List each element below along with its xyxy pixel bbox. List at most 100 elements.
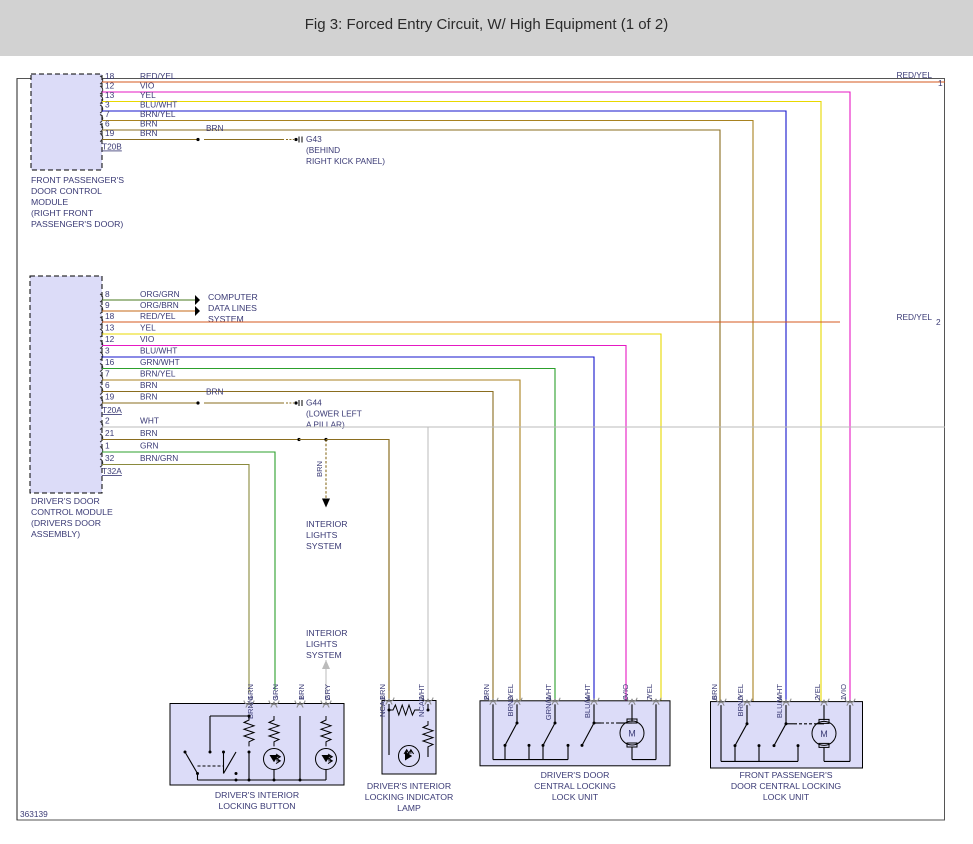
svg-text:BRN/YEL: BRN/YEL [140,109,176,119]
svg-text:2: 2 [417,696,426,700]
svg-text:12: 12 [105,81,115,91]
svg-text:LIGHTS: LIGHTS [306,639,338,649]
svg-text:18: 18 [105,71,115,81]
svg-text:RED/YEL: RED/YEL [140,71,176,81]
svg-text:1: 1 [105,441,110,451]
svg-text:LOCK UNIT: LOCK UNIT [552,792,599,802]
svg-text:GRN/WHT: GRN/WHT [544,684,553,721]
svg-text:(LOWER LEFT: (LOWER LEFT [306,409,362,419]
svg-text:BRN: BRN [140,428,158,438]
svg-text:BRN/YEL: BRN/YEL [140,369,176,379]
svg-text:(BEHIND: (BEHIND [306,145,340,155]
svg-text:NCA: NCA [417,700,426,717]
svg-text:32: 32 [105,453,115,463]
svg-text:7: 7 [645,696,654,700]
svg-text:DRIVER'S INTERIOR: DRIVER'S INTERIOR [215,790,299,800]
svg-text:YEL: YEL [140,323,156,333]
svg-text:DATA LINES: DATA LINES [208,303,257,313]
svg-text:T32A: T32A [102,466,122,476]
svg-text:DOOR CONTROL: DOOR CONTROL [31,186,102,196]
svg-text:21: 21 [105,428,115,438]
svg-text:G43: G43 [306,134,322,144]
svg-text:2: 2 [813,696,822,700]
svg-text:ORG/GRN: ORG/GRN [140,289,180,299]
svg-text:LIGHTS: LIGHTS [306,530,338,540]
svg-text:3: 3 [271,696,280,700]
svg-text:DOOR CENTRAL LOCKING: DOOR CENTRAL LOCKING [731,781,841,791]
svg-text:LOCK UNIT: LOCK UNIT [763,792,810,802]
svg-text:1: 1 [544,696,553,700]
svg-text:BRN: BRN [140,380,158,390]
svg-text:BRN: BRN [206,123,224,133]
svg-text:T20A: T20A [102,405,122,415]
svg-text:2: 2 [482,696,491,700]
svg-text:M: M [628,729,636,739]
svg-text:FRONT PASSENGER'S: FRONT PASSENGER'S [739,770,832,780]
svg-text:GRN: GRN [140,441,158,451]
svg-text:BRN: BRN [206,387,224,397]
svg-text:13: 13 [105,90,115,100]
svg-text:7: 7 [105,109,110,119]
svg-text:CONTROL MODULE: CONTROL MODULE [31,507,113,517]
svg-text:(DRIVERS DOOR: (DRIVERS DOOR [31,518,101,528]
svg-text:1: 1 [378,696,387,700]
svg-text:2: 2 [323,696,332,700]
svg-text:ASSEMBLY): ASSEMBLY) [31,529,80,539]
svg-text:T20B: T20B [102,142,122,152]
svg-text:363139: 363139 [20,809,48,819]
svg-text:BRN: BRN [140,128,158,138]
svg-text:6: 6 [105,380,110,390]
svg-text:FRONT PASSENGER'S: FRONT PASSENGER'S [31,175,124,185]
svg-text:1: 1 [297,696,306,700]
svg-text:19: 19 [105,392,115,402]
svg-text:BRN: BRN [140,119,158,129]
svg-text:RED/YEL: RED/YEL [140,311,176,321]
svg-text:2: 2 [936,317,941,327]
svg-text:4: 4 [775,696,784,700]
svg-text:2: 2 [105,416,110,426]
svg-text:PASSENGER'S DOOR): PASSENGER'S DOOR) [31,219,123,229]
svg-text:VIO: VIO [140,81,155,91]
svg-text:7: 7 [105,369,110,379]
svg-text:RIGHT KICK PANEL): RIGHT KICK PANEL) [306,156,385,166]
svg-text:VIO: VIO [140,334,155,344]
svg-text:BRN/GRN: BRN/GRN [246,684,255,719]
svg-text:RED/YEL: RED/YEL [896,312,932,322]
svg-text:LOCKING BUTTON: LOCKING BUTTON [218,801,295,811]
svg-text:5: 5 [736,696,745,700]
svg-text:1: 1 [938,78,943,88]
svg-text:LOCKING INDICATOR: LOCKING INDICATOR [365,792,454,802]
svg-text:3: 3 [506,696,515,700]
svg-text:YEL: YEL [140,90,156,100]
svg-text:13: 13 [105,323,115,333]
svg-text:A PILLAR): A PILLAR) [306,420,345,430]
svg-text:BLU/WHT: BLU/WHT [140,100,177,110]
svg-text:INTERIOR: INTERIOR [306,628,348,638]
svg-text:COMPUTER: COMPUTER [208,292,258,302]
svg-text:9: 9 [105,300,110,310]
svg-text:GRN/WHT: GRN/WHT [140,357,180,367]
svg-text:SYSTEM: SYSTEM [306,541,342,551]
svg-text:WHT: WHT [140,416,159,426]
svg-text:ORG/BRN: ORG/BRN [140,300,179,310]
svg-text:6: 6 [621,696,630,700]
svg-text:12: 12 [105,334,115,344]
svg-text:BRN: BRN [140,392,158,402]
svg-text:DRIVER'S DOOR: DRIVER'S DOOR [31,496,100,506]
svg-text:8: 8 [105,289,110,299]
svg-text:1: 1 [839,696,848,700]
svg-text:3: 3 [105,346,110,356]
svg-text:VIO: VIO [621,684,630,697]
svg-text:6: 6 [105,119,110,129]
svg-text:BRN/GRN: BRN/GRN [140,453,178,463]
svg-text:CENTRAL LOCKING: CENTRAL LOCKING [534,781,616,791]
svg-text:4: 4 [583,696,592,700]
svg-text:BRN: BRN [315,461,324,477]
svg-text:16: 16 [105,357,115,367]
svg-text:6: 6 [710,696,719,700]
svg-text:LAMP: LAMP [397,803,421,813]
svg-text:DRIVER'S DOOR: DRIVER'S DOOR [541,770,610,780]
svg-text:3: 3 [105,100,110,110]
svg-text:RED/YEL: RED/YEL [896,70,932,80]
svg-text:19: 19 [105,128,115,138]
